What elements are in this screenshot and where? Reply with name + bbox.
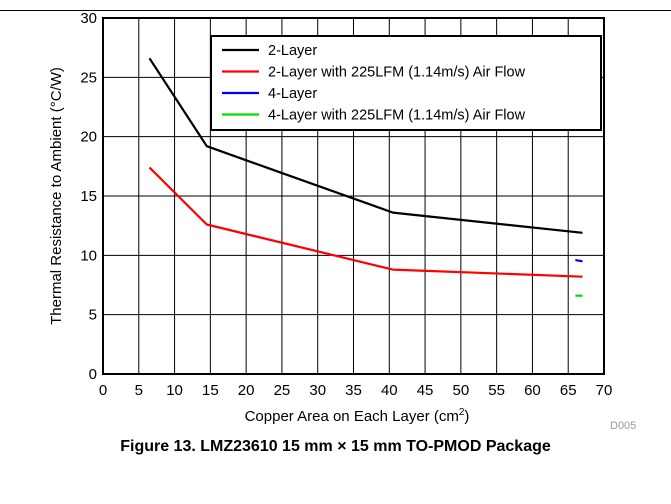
x-tick-label: 50 (453, 382, 470, 399)
x-tick-label: 20 (238, 382, 255, 399)
legend-label: 4-Layer with 225LFM (1.14m/s) Air Flow (268, 108, 526, 124)
y-tick-label: 25 (80, 69, 97, 86)
x-axis-title: Copper Area on Each Layer (cm2) (245, 407, 470, 425)
x-tick-label: 25 (274, 382, 291, 399)
legend: 2-Layer 2-Layer with 225LFM (1.14m/s) Air… (210, 35, 602, 131)
legend-label: 4-Layer (268, 86, 317, 102)
series-line-3 (575, 259, 583, 263)
plot-frame (102, 17, 605, 375)
x-tick-label: 45 (417, 382, 434, 399)
y-tick-label: 30 (80, 10, 97, 27)
y-tick-label: 15 (80, 188, 97, 205)
x-tick-label: 10 (166, 382, 183, 399)
y-tick-label: 10 (80, 247, 97, 264)
figure-code: D005 (610, 420, 636, 432)
thermal-resistance-chart: 0 5 10 15 20 25 30 35 40 45 50 55 60 65 70 0 5 10 15 20 25 30… (48, 10, 636, 432)
x-tick-label: 70 (596, 382, 613, 399)
series-line-1 (148, 57, 583, 234)
x-tick-label: 30 (309, 382, 326, 399)
legend-label: 2-Layer (268, 43, 317, 59)
figure-caption: Figure 13. LMZ23610 15 mm × 15 mm TO-PMO… (120, 438, 551, 455)
series-line-2 (148, 166, 583, 278)
y-axis-title: Thermal Resistance to Ambient (°C/W) (48, 67, 65, 325)
top-rule (0, 10, 671, 11)
x-tick-label: 65 (560, 382, 577, 399)
x-tick-label: 35 (345, 382, 362, 399)
x-tick-label: 5 (135, 382, 143, 399)
y-tick-label: 5 (89, 307, 97, 324)
x-tick-label: 15 (202, 382, 219, 399)
series-lines (148, 57, 583, 297)
y-tick-label: 0 (89, 366, 97, 383)
y-tick-label: 20 (80, 129, 97, 146)
x-tick-label: 40 (381, 382, 398, 399)
legend-box (210, 35, 602, 131)
tick-labels: 0 5 10 15 20 25 30 35 40 45 50 55 60 65 70 0 5 10 15 20 25 30 (80, 10, 612, 399)
x-tick-label: 0 (99, 382, 107, 399)
legend-label: 2-Layer with 225LFM (1.14m/s) Air Flow (268, 65, 526, 81)
x-tick-label: 55 (488, 382, 505, 399)
x-tick-label: 60 (524, 382, 541, 399)
